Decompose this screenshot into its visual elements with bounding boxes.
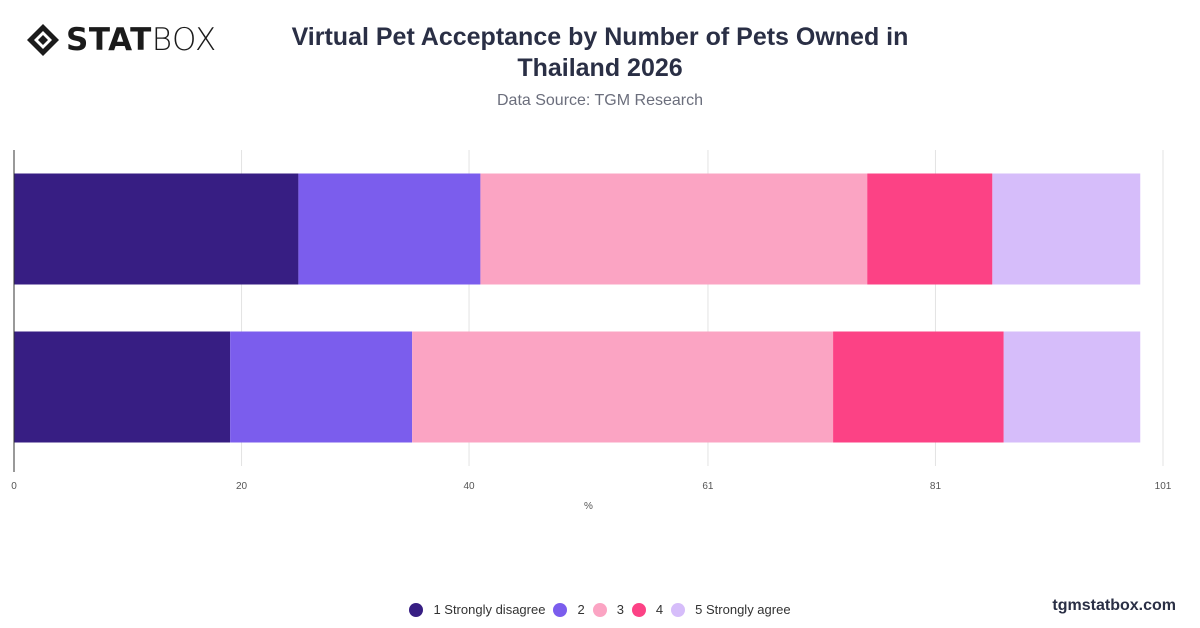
x-tick-label: 0 (11, 481, 17, 492)
x-tick-label: 61 (702, 481, 714, 492)
bar-segment (14, 331, 231, 443)
bar-segment (298, 173, 481, 285)
logo-text-bold: STAT (66, 22, 152, 58)
logo-text: STATBOX (66, 22, 217, 58)
bar-segment (1003, 331, 1141, 443)
legend-swatch (592, 602, 607, 617)
legend-item[interactable]: 4 (631, 602, 664, 617)
x-tick-label: 101 (1155, 481, 1172, 492)
legend-swatch (671, 602, 686, 617)
chart-legend: 1 Strongly disagree 2 3 4 5 Strongly agree (0, 602, 1200, 617)
diamond-logo-icon (27, 24, 59, 56)
legend-label: 4 (655, 602, 664, 617)
bar-segment (867, 173, 993, 285)
x-tick-label: 40 (463, 481, 475, 492)
x-tick-label: 81 (930, 481, 942, 492)
chart-subtitle: Data Source: TGM Research (496, 92, 703, 109)
chart-title: Virtual Pet Acceptance by Number of Pets… (291, 23, 909, 82)
footer-brand: tgmstatbox.com (1052, 597, 1176, 614)
legend-label: 2 (577, 602, 585, 617)
x-axis-label: % (584, 501, 593, 512)
bar-segment (833, 331, 1004, 443)
legend-label: 1 Strongly disagree (433, 602, 546, 617)
legend-swatch (631, 602, 646, 617)
logo-text-thin: BOX (151, 22, 217, 58)
bar-segment (412, 331, 834, 443)
legend-item[interactable]: 5 Strongly agree (671, 602, 791, 617)
legend-item[interactable]: 3 (592, 602, 624, 617)
bar-segment (14, 173, 299, 285)
bar-segment (230, 331, 413, 443)
legend-item[interactable]: 2 (553, 602, 585, 617)
legend-label: 3 (616, 602, 624, 617)
legend-swatch (409, 602, 424, 617)
bar-segment (992, 173, 1141, 285)
x-tick-label: 20 (236, 481, 248, 492)
bar-segment (480, 173, 868, 285)
legend-item[interactable]: 1 Strongly disagree (409, 602, 545, 617)
legend-swatch (553, 602, 568, 617)
legend-label: 5 Strongly agree (695, 602, 791, 617)
statbox-logo: STATBOX (26, 22, 217, 58)
